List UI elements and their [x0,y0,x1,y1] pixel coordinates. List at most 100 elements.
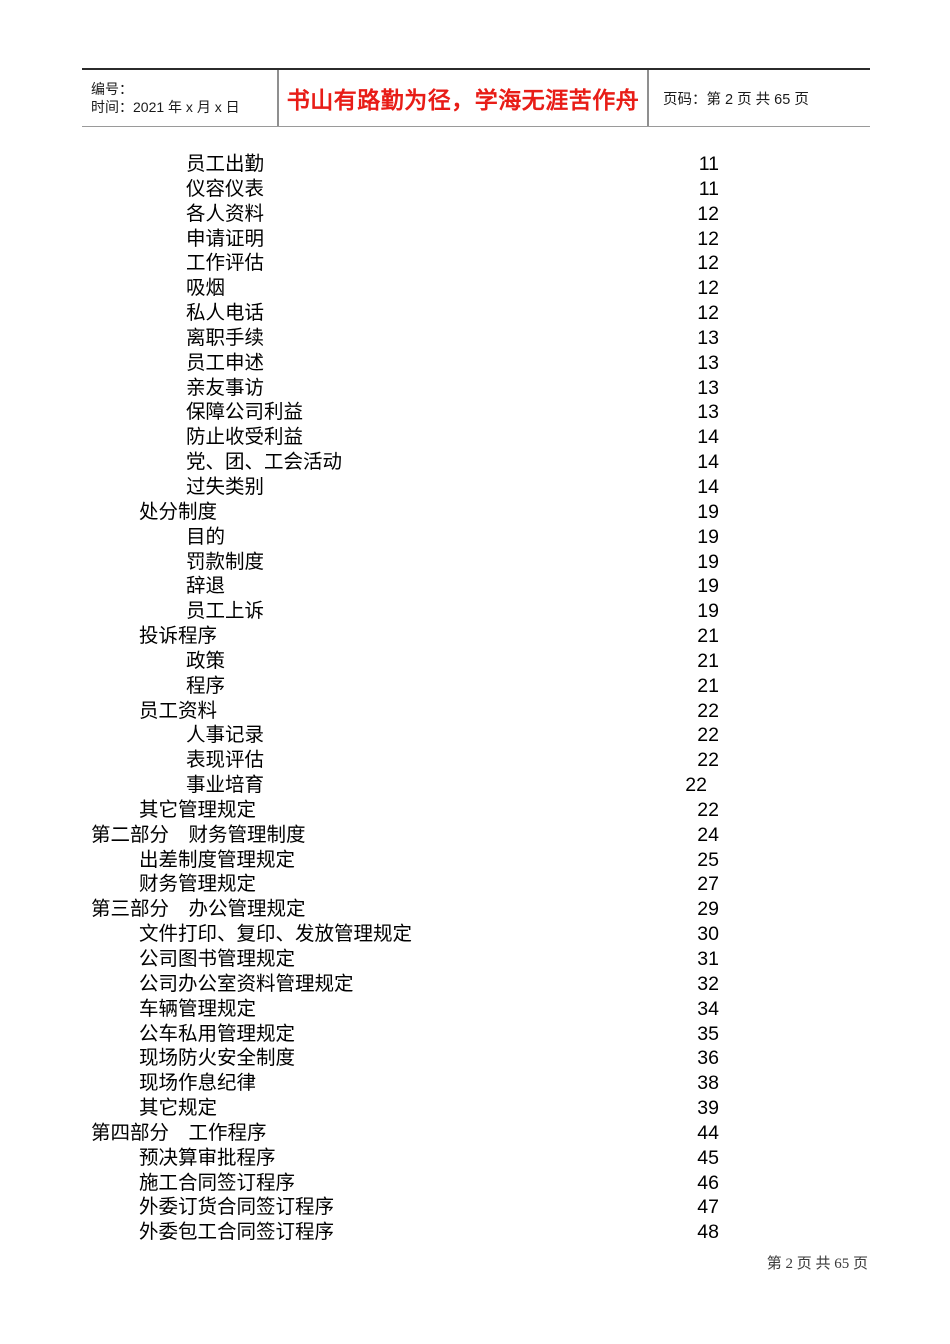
toc-entry[interactable]: 出差制度管理规定 25 [0,848,950,873]
toc-entry[interactable]: 申请证明 12 [0,227,950,252]
toc-entry[interactable]: 离职手续 13 [0,326,950,351]
toc-entry[interactable]: 文件打印、复印、发放管理规定 30 [0,922,950,947]
toc-entry[interactable]: 公司办公室资料管理规定 32 [0,972,950,997]
toc-entry[interactable]: 私人电话 12 [0,301,950,326]
toc-entry[interactable]: 处分制度 19 [0,500,950,525]
toc-entry[interactable]: 外委包工合同签订程序 48 [0,1220,950,1245]
toc-entry-page-number: 11 [698,177,719,200]
toc-entry-title: 过失类别 [186,475,265,498]
toc-entry[interactable]: 保障公司利益 13 [0,400,950,425]
toc-entry-page-number: 12 [697,227,719,250]
toc-entry[interactable]: 吸烟 12 [0,276,950,301]
toc-entry-page-number: 21 [697,649,719,672]
toc-entry-title: 罚款制度 [186,550,265,573]
toc-entry-title: 政策 [186,649,226,672]
toc-entry-title: 保障公司利益 [186,401,304,424]
toc-entry[interactable]: 其它管理规定 22 [0,798,950,823]
header-slogan: 书山有路勤为径，学海无涯苦作舟 [286,88,640,113]
toc-entry[interactable]: 员工上诉 19 [0,599,950,624]
toc-entry-title: 财务管理规定 [139,873,257,896]
toc-entry-title: 现场防火安全制度 [139,1047,296,1070]
toc-entry[interactable]: 预决算审批程序 45 [0,1146,950,1171]
header-time-label: 时间：2021 年 x 月 x 日 [91,99,240,115]
toc-entry-title: 外委包工合同签订程序 [139,1221,335,1244]
toc-entry-title: 人事记录 [186,724,265,747]
header-row: 编号： 时间：2021 年 x 月 x 日 书山有路勤为径，学海无涯苦作舟 页码… [82,70,870,126]
toc-entry-page-number: 47 [697,1196,719,1219]
toc-entry-title: 员工资料 [139,699,218,722]
toc-entry[interactable]: 罚款制度 19 [0,550,950,575]
toc-entry-title: 现场作息纪律 [139,1072,257,1095]
toc-entry[interactable]: 投诉程序 21 [0,624,950,649]
toc-entry-page-number: 14 [697,426,719,449]
toc-entry[interactable]: 工作评估 12 [0,251,950,276]
toc-entry[interactable]: 各人资料 12 [0,202,950,227]
toc-entry[interactable]: 党、团、工会活动 14 [0,450,950,475]
toc-entry-page-number: 48 [697,1221,719,1244]
toc-entry[interactable]: 其它规定 39 [0,1096,950,1121]
toc-entry[interactable]: 第二部分 财务管理制度 24 [0,823,950,848]
toc-entry[interactable]: 仪容仪表 11 [0,177,950,202]
toc-entry[interactable]: 程序 21 [0,674,950,699]
toc-entry[interactable]: 政策 21 [0,649,950,674]
header-page-code: 页码：第 2 页 共 65 页 [663,91,809,108]
header-number-label: 编号： [91,81,133,97]
toc-entry-title: 申请证明 [186,227,265,250]
toc-entry[interactable]: 亲友事访 13 [0,376,950,401]
toc-entry-page-number: 39 [697,1097,719,1120]
toc-entry-title: 第二部分 财务管理制度 [91,823,306,846]
toc-entry[interactable]: 表现评估 22 [0,748,950,773]
toc-entry-page-number: 30 [697,923,719,946]
toc-entry-page-number: 13 [697,326,719,349]
toc-entry-page-number: 45 [697,1146,719,1169]
toc-entry-page-number: 19 [697,600,719,623]
toc-entry-title: 员工上诉 [186,600,265,623]
toc-entry-page-number: 22 [697,699,719,722]
toc-entry-page-number: 32 [697,972,719,995]
toc-entry[interactable]: 目的 19 [0,525,950,550]
toc-entry-title: 表现评估 [186,749,265,772]
toc-entry-page-number: 34 [697,997,719,1020]
toc-entry[interactable]: 车辆管理规定 34 [0,997,950,1022]
toc-entry[interactable]: 第三部分 办公管理规定 29 [0,897,950,922]
toc-entry[interactable]: 员工申述 13 [0,351,950,376]
toc-entry[interactable]: 财务管理规定 27 [0,872,950,897]
toc-entry-title: 辞退 [186,575,226,598]
toc-entry-page-number: 19 [697,525,719,548]
toc-entry[interactable]: 现场防火安全制度 36 [0,1046,950,1071]
header-cell-page-code: 页码：第 2 页 共 65 页 [648,70,870,126]
toc-entry[interactable]: 员工资料 22 [0,699,950,724]
toc-entry-title: 预决算审批程序 [139,1146,276,1169]
toc-entry-title: 其它规定 [139,1097,218,1120]
toc-entry-title: 私人电话 [186,302,265,325]
toc-entry-title: 处分制度 [139,500,218,523]
toc-entry[interactable]: 人事记录 22 [0,723,950,748]
toc-entry[interactable]: 外委订货合同签订程序 47 [0,1195,950,1220]
toc-entry-title: 程序 [186,674,226,697]
toc-entry-title: 其它管理规定 [139,798,257,821]
toc-entry-title: 施工合同签订程序 [139,1171,296,1194]
toc-entry-title: 员工出勤 [186,153,265,175]
toc-entry[interactable]: 第四部分 工作程序 44 [0,1121,950,1146]
toc-entry-title: 党、团、工会活动 [186,451,343,474]
toc-entry-page-number: 21 [697,674,719,697]
toc-entry[interactable]: 辞退 19 [0,574,950,599]
toc-entry[interactable]: 公司图书管理规定 31 [0,947,950,972]
toc-entry[interactable]: 员工出勤 11 [0,152,950,177]
toc-entry[interactable]: 防止收受利益 14 [0,425,950,450]
toc-entry[interactable]: 公车私用管理规定 35 [0,1022,950,1047]
toc-entry-page-number: 22 [697,724,719,747]
toc-entry-page-number: 12 [697,277,719,300]
toc-entry-page-number: 12 [697,252,719,275]
toc-entry[interactable]: 施工合同签订程序 46 [0,1171,950,1196]
toc-entry-page-number: 31 [697,948,719,970]
toc-entry-title: 亲友事访 [186,376,265,399]
toc-entry[interactable]: 现场作息纪律 38 [0,1071,950,1096]
toc-entry-page-number: 11 [698,153,719,175]
toc-entry-page-number: 22 [685,774,707,797]
toc-entry-page-number: 38 [697,1072,719,1095]
toc-entry[interactable]: 过失类别 14 [0,475,950,500]
toc-entry-title: 外委订货合同签订程序 [139,1196,335,1219]
toc-entry[interactable]: 事业培育 22 [0,773,950,798]
